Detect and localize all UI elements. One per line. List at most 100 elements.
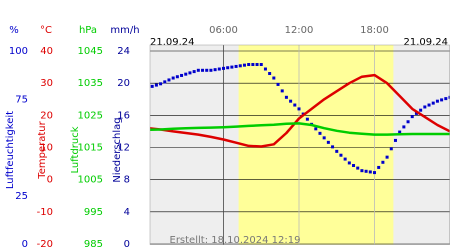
humidity-dot-fill — [331, 145, 335, 149]
humidity-dot-fill — [293, 103, 297, 107]
humidity-dot-fill — [419, 108, 423, 112]
humidity-dot — [435, 99, 439, 103]
humidity-dot-fill — [314, 127, 318, 131]
humidity-dot — [234, 64, 238, 68]
y-tick-label: 1005 — [78, 175, 103, 186]
y-tick-label: 30 — [40, 78, 53, 89]
humidity-dot-fill — [167, 78, 171, 82]
humidity-dot-fill — [381, 160, 385, 164]
humidity-dot-fill — [326, 140, 330, 144]
humidity-dot — [385, 155, 389, 159]
y-tick-label: 1035 — [78, 78, 103, 89]
humidity-dot — [159, 82, 163, 86]
x-tick-label: 06:00 — [209, 25, 238, 36]
axis-title: Luftfeuchtigkeit — [5, 111, 16, 189]
y-tick-label: 24 — [117, 46, 130, 57]
humidity-dot-fill — [238, 64, 242, 68]
humidity-dot-fill — [352, 164, 356, 168]
y-tick-label: 20 — [40, 110, 53, 121]
humidity-dot-fill — [343, 157, 347, 161]
humidity-dot-fill — [356, 166, 360, 170]
axis-unit: °C — [40, 25, 52, 36]
humidity-dot-fill — [377, 165, 381, 169]
date-right: 21.09.24 — [403, 37, 448, 48]
humidity-dot — [209, 68, 213, 72]
humidity-dot — [347, 161, 351, 165]
humidity-dot-fill — [364, 169, 368, 173]
y-tick-label: 985 — [84, 239, 103, 250]
humidity-dot — [147, 86, 150, 89]
y-tick-label: 10 — [40, 143, 53, 154]
axis-unit: mm/h — [110, 25, 139, 36]
humidity-dot-fill — [242, 63, 246, 67]
humidity-dot — [410, 115, 414, 119]
humidity-dot-fill — [226, 66, 230, 70]
y-tick-label: 25 — [15, 191, 28, 202]
x-tick-label: 18:00 — [360, 25, 389, 36]
humidity-dot-fill — [414, 111, 418, 115]
humidity-dot — [272, 76, 276, 80]
y-tick-label: 4 — [124, 207, 130, 218]
humidity-dot — [171, 76, 175, 80]
humidity-dot-fill — [154, 83, 158, 87]
y-tick-label: 20 — [117, 78, 130, 89]
humidity-dot — [196, 68, 200, 72]
humidity-dot-fill — [268, 72, 272, 76]
humidity-dot-fill — [402, 125, 406, 129]
humidity-dot-fill — [163, 80, 167, 84]
humidity-dot-fill — [276, 82, 280, 86]
y-tick-label: 0 — [124, 239, 130, 250]
humidity-dot-fill — [339, 153, 343, 157]
y-tick-label: -20 — [37, 239, 53, 250]
humidity-dot — [247, 63, 251, 67]
humidity-dot — [322, 136, 326, 140]
humidity-dot-fill — [431, 101, 435, 105]
y-tick-label: 8 — [124, 175, 130, 186]
humidity-dot — [373, 171, 376, 175]
axis-unit: hPa — [79, 25, 97, 36]
humidity-dot-fill — [251, 63, 255, 67]
axis-title: Temperatur — [37, 120, 48, 179]
humidity-dot-fill — [150, 84, 154, 88]
footer: Erstellt: 18.10.2024 12:19 — [170, 235, 301, 246]
series-line — [150, 122, 450, 136]
humidity-dot-fill — [393, 138, 397, 142]
humidity-dot — [284, 95, 288, 99]
y-tick-label: 16 — [117, 110, 130, 121]
y-tick-label: 995 — [84, 207, 103, 218]
y-tick-label: 1045 — [78, 46, 103, 57]
series-line — [150, 73, 450, 148]
humidity-dot-fill — [305, 117, 309, 121]
humidity-dot-fill — [263, 67, 267, 71]
y-tick-label: -10 — [37, 207, 53, 218]
humidity-dot-fill — [427, 103, 431, 107]
humidity-dot-fill — [180, 73, 184, 77]
humidity-dot-fill — [175, 75, 179, 79]
date-left: 21.09.24 — [150, 37, 195, 48]
humidity-dot-fill — [368, 170, 372, 174]
humidity-dot-fill — [213, 68, 217, 72]
humidity-dot — [335, 149, 339, 153]
y-tick-label: 75 — [15, 94, 28, 105]
humidity-dot — [423, 105, 427, 109]
humidity-dot-fill — [205, 68, 209, 72]
humidity-dot-fill — [444, 97, 448, 101]
humidity-dot — [398, 130, 402, 134]
humidity-dot — [259, 63, 263, 67]
axis-unit: % — [9, 25, 19, 36]
humidity-dot-fill — [289, 99, 293, 103]
series-group — [147, 63, 450, 175]
humidity-dot-fill — [318, 131, 322, 135]
y-tick-label: 1015 — [78, 143, 103, 154]
humidity-dot-fill — [201, 68, 205, 72]
humidity-dot-fill — [188, 71, 192, 75]
axis-title: Niederschlag — [112, 117, 123, 182]
humidity-dot-fill — [280, 89, 284, 93]
humidity-dot-fill — [192, 70, 196, 74]
axis-title: Luftdruck — [70, 126, 81, 173]
humidity-dot-fill — [440, 98, 444, 102]
humidity-dot-fill — [406, 120, 410, 124]
humidity-dot-fill — [389, 147, 393, 151]
y-tick-label: 12 — [117, 143, 130, 154]
